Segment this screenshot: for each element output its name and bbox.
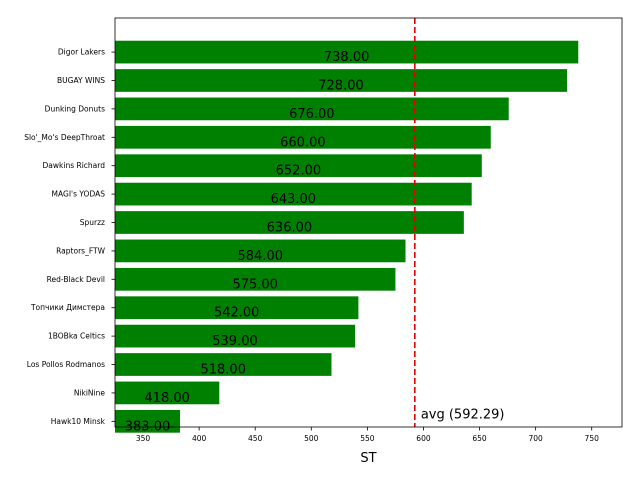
y-tick-label: Raptors_FTW bbox=[56, 246, 105, 255]
bar-value-label: 738.00 bbox=[324, 50, 370, 65]
bar-value-label: 660.00 bbox=[280, 135, 326, 150]
y-tick-label: MAGI's YODAS bbox=[52, 190, 106, 199]
y-tick-label: Digor Lakers bbox=[58, 48, 105, 57]
y-tick-label: NikiNine bbox=[74, 388, 106, 397]
x-tick-label: 450 bbox=[248, 434, 263, 443]
bar-value-label: 575.00 bbox=[232, 277, 278, 292]
y-tick-label: Hawk10 Minsk bbox=[51, 417, 106, 426]
x-tick-label: 700 bbox=[528, 434, 543, 443]
bar bbox=[115, 182, 472, 206]
bar-value-label: 539.00 bbox=[212, 334, 258, 349]
y-tick-label: Los Pollos Rodmanos bbox=[27, 360, 105, 369]
x-tick-label: 350 bbox=[136, 434, 151, 443]
bar-value-label: 728.00 bbox=[318, 78, 364, 93]
average-label: avg (592.29) bbox=[421, 407, 505, 422]
x-tick-label: 750 bbox=[585, 434, 600, 443]
x-tick-label: 550 bbox=[360, 434, 375, 443]
bar bbox=[115, 154, 482, 178]
bar bbox=[115, 69, 568, 92]
bar-value-label: 584.00 bbox=[238, 249, 284, 264]
bar-value-label: 418.00 bbox=[144, 391, 190, 406]
y-tick-label: Dunking Donuts bbox=[45, 104, 105, 113]
bar-value-labels: 738.00 728.00 676.00 660.00 652.00 643.00 636.… bbox=[125, 50, 370, 434]
bars-layer bbox=[115, 40, 579, 433]
bar bbox=[115, 211, 464, 234]
x-tick-label: 400 bbox=[192, 434, 207, 443]
y-tick-label: Red-Black Devil bbox=[47, 275, 105, 284]
y-axis-ticks: Digor Lakers BUGAY WINS Dunking Donuts Slo'… bbox=[24, 48, 115, 426]
plot-frame bbox=[114, 17, 623, 428]
bar-value-label: 542.00 bbox=[214, 306, 260, 321]
x-axis-label: ST bbox=[360, 451, 376, 466]
bar bbox=[115, 40, 579, 64]
y-tick-label: 1BOBka Celtics bbox=[48, 332, 105, 341]
x-tick-label: 650 bbox=[472, 434, 487, 443]
bar-value-label: 643.00 bbox=[271, 192, 317, 207]
bar bbox=[115, 353, 332, 376]
y-tick-label: Топчики Димстера bbox=[30, 303, 105, 312]
bar bbox=[115, 239, 406, 263]
bar bbox=[115, 324, 356, 348]
bar-value-label: 518.00 bbox=[200, 363, 246, 378]
bar bbox=[115, 267, 396, 291]
y-tick-label: Spurzz bbox=[80, 218, 105, 227]
x-tick-label: 600 bbox=[416, 434, 431, 443]
bar bbox=[115, 97, 509, 121]
bar-value-label: 636.00 bbox=[267, 221, 313, 236]
x-tick-label: 500 bbox=[304, 434, 319, 443]
bar-value-label: 676.00 bbox=[289, 107, 335, 122]
bar bbox=[115, 296, 359, 320]
y-tick-label: BUGAY WINS bbox=[57, 76, 105, 85]
x-axis-ticks: 350 400 450 500 550 600 650 700 750 bbox=[136, 427, 599, 443]
bar bbox=[115, 125, 491, 149]
bar bbox=[115, 381, 220, 405]
bar-value-label: 652.00 bbox=[276, 164, 322, 179]
y-tick-label: Dawkins Richard bbox=[43, 161, 106, 170]
y-tick-label: Slo'_Mo's DeepThroat bbox=[24, 133, 105, 142]
